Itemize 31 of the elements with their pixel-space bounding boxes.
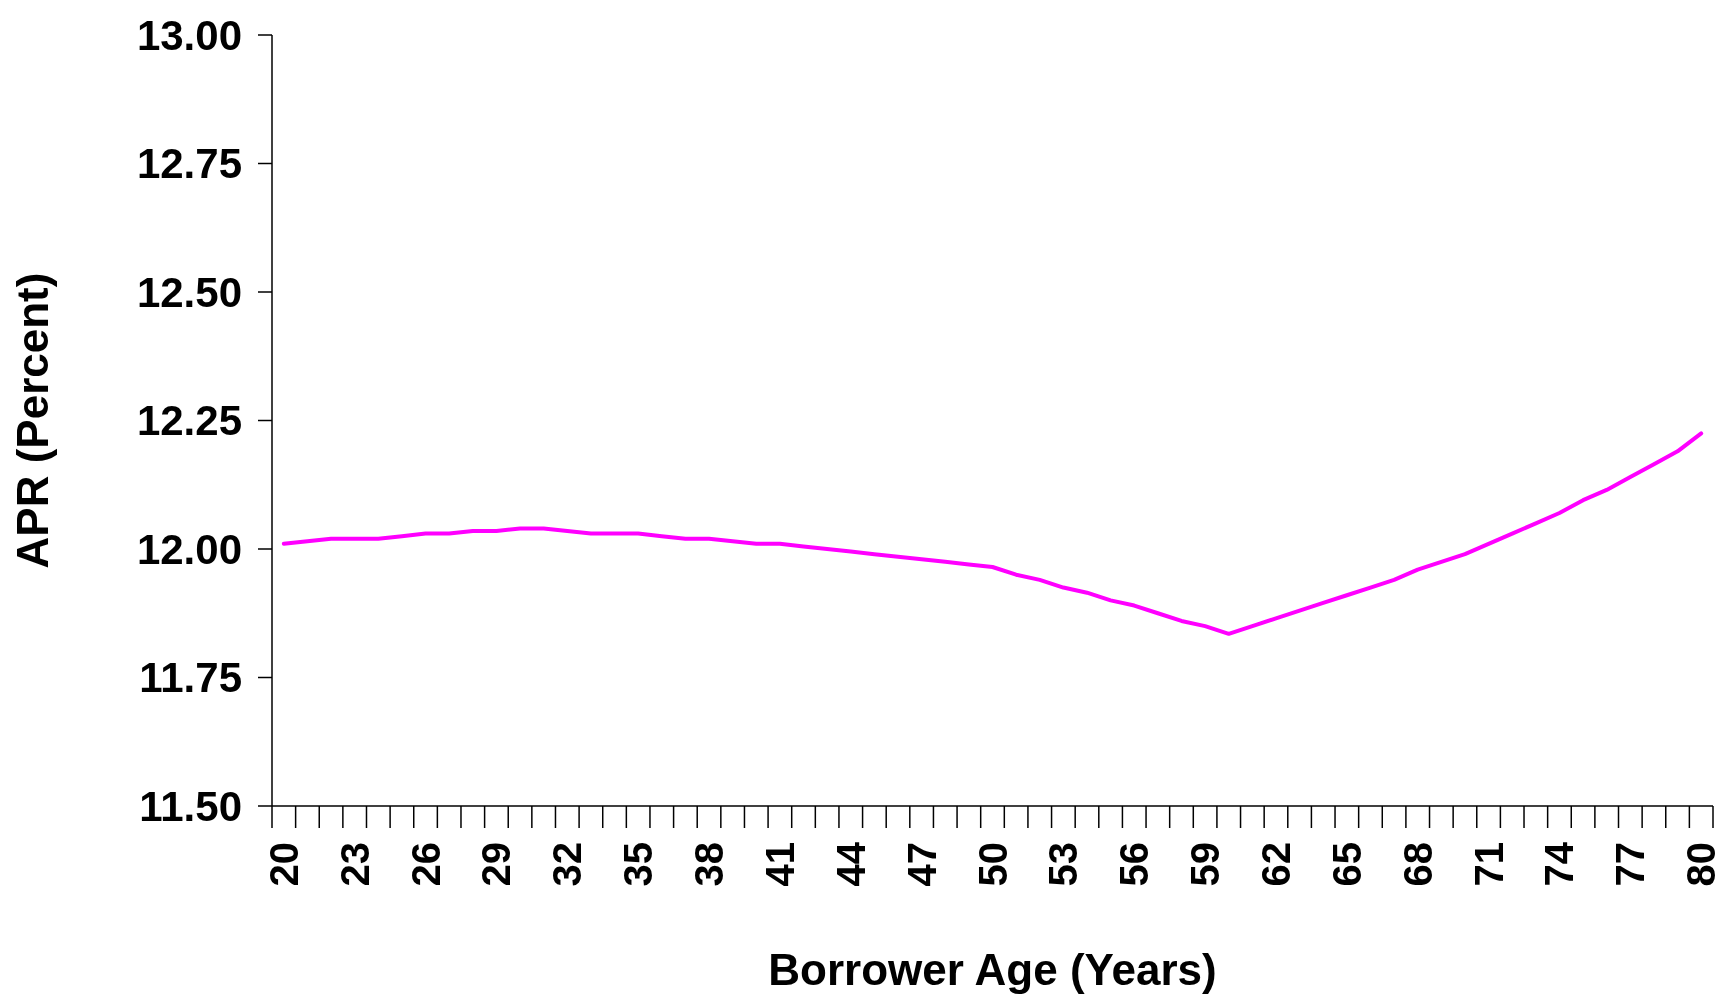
y-tick-label: 12.00 <box>136 525 242 573</box>
x-tick-label: 56 <box>1112 842 1157 887</box>
x-tick-label: 62 <box>1253 842 1298 887</box>
x-tick-label: 44 <box>828 841 873 887</box>
y-axis-title: APR (Percent) <box>8 272 57 569</box>
y-tick-label: 13.00 <box>136 11 242 59</box>
x-tick-label: 29 <box>474 842 519 887</box>
x-tick-label: 53 <box>1041 842 1086 887</box>
x-tick-label: 32 <box>545 842 590 887</box>
x-tick-label: 47 <box>899 842 944 887</box>
y-tick-label: 11.75 <box>139 654 242 702</box>
x-tick-label: 26 <box>403 842 448 887</box>
x-axis-title: Borrower Age (Years) <box>768 945 1217 994</box>
y-tick-label: 12.75 <box>136 140 242 188</box>
x-tick-label: 71 <box>1466 842 1511 887</box>
x-tick-label: 74 <box>1537 841 1582 887</box>
y-tick-label: 11.50 <box>139 782 242 830</box>
x-tick-label: 23 <box>332 842 377 887</box>
x-tick-label: 59 <box>1183 842 1228 887</box>
line-series <box>281 431 1704 636</box>
x-tick-label: 20 <box>261 842 306 887</box>
x-tick-label: 35 <box>616 842 661 887</box>
x-tick-label: 50 <box>970 842 1015 887</box>
x-tick-label: 65 <box>1324 842 1369 887</box>
x-tick-label: 80 <box>1679 842 1717 887</box>
x-tick-label: 38 <box>687 842 732 887</box>
x-tick-label: 77 <box>1608 842 1653 887</box>
x-tick-label: 41 <box>757 842 802 887</box>
x-tick-label: 68 <box>1395 842 1440 887</box>
y-tick-label: 12.50 <box>136 268 242 316</box>
y-tick-label: 12.25 <box>136 397 242 445</box>
